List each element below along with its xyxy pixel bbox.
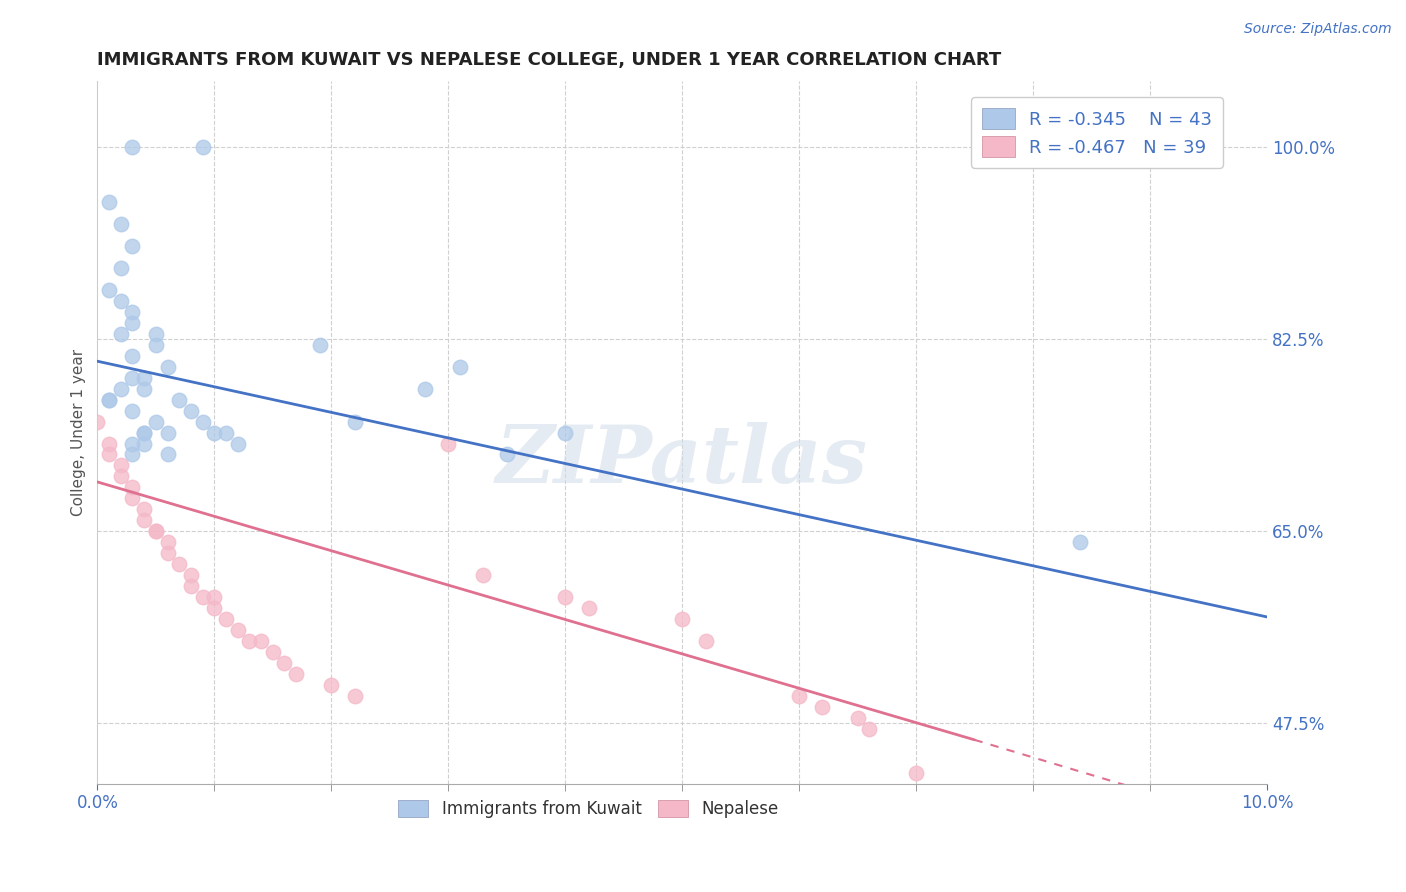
Point <box>262 645 284 659</box>
Point <box>226 436 249 450</box>
Point <box>858 722 880 736</box>
Point <box>191 140 214 154</box>
Point <box>134 513 156 527</box>
Point <box>110 217 132 231</box>
Point <box>110 469 132 483</box>
Point <box>437 436 460 450</box>
Point <box>110 382 132 396</box>
Point <box>308 337 330 351</box>
Point <box>156 425 179 440</box>
Point <box>110 458 132 473</box>
Point <box>134 502 156 516</box>
Point <box>671 612 693 626</box>
Point <box>238 634 260 648</box>
Point <box>1069 535 1091 549</box>
Point <box>495 448 517 462</box>
Point <box>321 678 343 692</box>
Point <box>167 392 190 407</box>
Point <box>121 349 143 363</box>
Legend: Immigrants from Kuwait, Nepalese: Immigrants from Kuwait, Nepalese <box>392 793 786 824</box>
Point <box>202 601 225 615</box>
Point <box>121 448 143 462</box>
Point <box>554 590 576 604</box>
Point <box>811 700 834 714</box>
Point <box>110 293 132 308</box>
Point <box>343 689 366 703</box>
Point <box>134 425 156 440</box>
Point <box>695 634 717 648</box>
Point <box>191 415 214 429</box>
Point <box>215 425 238 440</box>
Point <box>145 326 167 341</box>
Point <box>343 415 366 429</box>
Point <box>285 667 308 681</box>
Point <box>191 590 214 604</box>
Point <box>787 689 810 703</box>
Point <box>554 425 576 440</box>
Text: ZIPatlas: ZIPatlas <box>496 422 868 500</box>
Point <box>180 568 202 582</box>
Point <box>121 403 143 417</box>
Point <box>134 370 156 384</box>
Point <box>134 436 156 450</box>
Point <box>156 535 179 549</box>
Point <box>202 590 225 604</box>
Point <box>145 524 167 539</box>
Point <box>167 558 190 572</box>
Point <box>121 140 143 154</box>
Point <box>226 623 249 637</box>
Point <box>846 711 869 725</box>
Point <box>121 316 143 330</box>
Point <box>110 326 132 341</box>
Point <box>180 579 202 593</box>
Point <box>98 283 121 297</box>
Point <box>145 415 167 429</box>
Point <box>121 239 143 253</box>
Point <box>449 359 471 374</box>
Point <box>134 382 156 396</box>
Point <box>98 392 121 407</box>
Point <box>156 359 179 374</box>
Point <box>273 656 295 670</box>
Point <box>121 305 143 319</box>
Point <box>180 403 202 417</box>
Point <box>121 480 143 494</box>
Point <box>156 546 179 560</box>
Point <box>413 382 436 396</box>
Point <box>145 337 167 351</box>
Point <box>905 765 928 780</box>
Text: Source: ZipAtlas.com: Source: ZipAtlas.com <box>1244 22 1392 37</box>
Point <box>578 601 600 615</box>
Text: IMMIGRANTS FROM KUWAIT VS NEPALESE COLLEGE, UNDER 1 YEAR CORRELATION CHART: IMMIGRANTS FROM KUWAIT VS NEPALESE COLLE… <box>97 51 1001 69</box>
Point <box>98 392 121 407</box>
Point <box>134 425 156 440</box>
Point <box>98 195 121 210</box>
Point <box>121 370 143 384</box>
Point <box>86 415 108 429</box>
Point <box>121 436 143 450</box>
Point <box>98 448 121 462</box>
Y-axis label: College, Under 1 year: College, Under 1 year <box>72 349 86 516</box>
Point <box>250 634 273 648</box>
Point <box>98 436 121 450</box>
Point <box>110 260 132 275</box>
Point <box>145 524 167 539</box>
Point <box>472 568 495 582</box>
Point <box>202 425 225 440</box>
Point <box>156 448 179 462</box>
Point <box>215 612 238 626</box>
Point <box>121 491 143 506</box>
